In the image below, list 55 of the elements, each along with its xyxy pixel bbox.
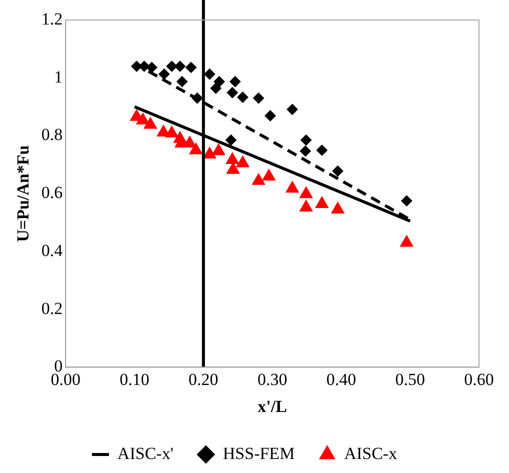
point — [136, 112, 150, 124]
x-axis-title: x'/L — [258, 397, 287, 416]
point — [230, 76, 241, 88]
point — [138, 60, 150, 72]
point — [166, 60, 178, 72]
x-tick-label: 0.10 — [120, 370, 150, 389]
point — [186, 62, 197, 73]
point — [300, 200, 313, 212]
legend-label: AISC-x' — [117, 444, 174, 463]
x-tick-label: 0.30 — [257, 370, 288, 389]
y-tick-label: 1.2 — [41, 9, 63, 28]
y-axis-title: U=Pu/An*Fu — [14, 145, 33, 242]
point — [165, 126, 178, 138]
point — [226, 87, 238, 98]
point — [203, 147, 216, 159]
point — [189, 142, 202, 154]
point — [316, 144, 328, 156]
point — [204, 68, 216, 80]
x-tick-label: 0.20 — [188, 370, 218, 389]
point — [300, 146, 311, 157]
point — [300, 186, 313, 198]
point — [176, 76, 188, 88]
legend-label: AISC-x — [344, 444, 398, 463]
y-tick-label: 1 — [54, 67, 63, 86]
x-tick-label: 0.50 — [395, 370, 425, 389]
x-tick-label: 0.40 — [326, 370, 356, 389]
y-tick-label: 0.4 — [41, 240, 64, 260]
point — [400, 235, 414, 247]
point — [174, 60, 186, 72]
point — [331, 202, 344, 214]
point — [158, 68, 170, 80]
point — [262, 169, 276, 181]
y-tick-label: 0.2 — [41, 298, 63, 318]
point — [237, 92, 248, 103]
point — [286, 181, 299, 193]
point — [226, 162, 240, 174]
point — [286, 104, 298, 115]
legend-label: HSS-FEM — [222, 444, 295, 463]
point — [192, 92, 203, 104]
y-tick-label: 0.6 — [41, 183, 63, 202]
point — [300, 134, 312, 146]
point — [315, 196, 328, 208]
point — [264, 110, 276, 122]
point — [146, 62, 158, 73]
point — [252, 173, 266, 185]
point — [236, 156, 250, 168]
y-tick-label: 0.8 — [41, 125, 63, 144]
point — [226, 152, 239, 164]
x-tick-label: 0.60 — [464, 370, 494, 389]
point — [214, 76, 225, 88]
point — [210, 82, 222, 94]
point — [225, 134, 236, 146]
point — [144, 117, 157, 129]
point — [253, 92, 264, 104]
point — [212, 144, 226, 156]
